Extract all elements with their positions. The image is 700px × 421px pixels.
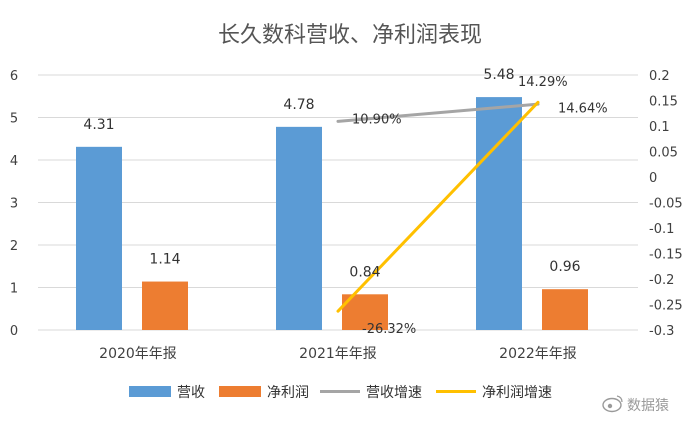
category-label: 2021年年报	[299, 346, 377, 362]
legend-swatch	[219, 386, 261, 397]
net-profit-data-label: 1.14	[149, 252, 180, 268]
right-axis: -0.3 -0.25 -0.2 -0.15 -0.1 -0.05 0 0.05 0.1 0.15 0…	[649, 69, 683, 339]
lines	[336, 100, 540, 313]
right-tick-label: -0.2	[649, 273, 674, 288]
watermark: 数据猿	[602, 395, 669, 414]
revenue-growth-line	[336, 102, 540, 123]
right-tick-label: 0.2	[649, 69, 670, 84]
net-profit-growth-line	[336, 100, 540, 313]
right-tick-label: 0	[649, 171, 657, 186]
gridlines	[38, 74, 638, 331]
right-tick-label: 0.05	[649, 146, 678, 161]
legend-label: 营收	[177, 385, 205, 401]
data-labels: 4.31 4.78 5.48 1.14 0.84 0.96 10.90% 14.29% -26.…	[83, 67, 607, 337]
net-profit-data-label: 0.96	[549, 259, 580, 275]
category-label: 2020年年报	[99, 346, 177, 362]
net-profit-bar	[542, 289, 588, 330]
revenue-growth-label: 14.29%	[518, 75, 568, 90]
category-label: 2022年年报	[499, 346, 577, 362]
left-tick-label: 4	[10, 154, 18, 169]
right-tick-label: -0.15	[649, 248, 683, 263]
left-tick-label: 0	[10, 324, 18, 339]
right-tick-label: 0.15	[649, 95, 678, 110]
legend: 营收 净利润 营收增速 净利润增速	[129, 385, 552, 401]
chart-title: 长久数科营收、净利润表现	[218, 23, 482, 48]
revenue-bar	[476, 97, 522, 330]
right-tick-label: -0.3	[649, 324, 674, 339]
right-tick-label: 0.1	[649, 120, 670, 135]
revenue-growth-label: 10.90%	[352, 112, 402, 127]
revenue-bar	[76, 146, 122, 330]
revenue-bar	[276, 126, 322, 330]
left-tick-label: 5	[10, 112, 18, 127]
legend-label: 净利润增速	[482, 385, 552, 401]
category-labels: 2020年年报 2021年年报 2022年年报	[99, 346, 577, 362]
left-tick-label: 2	[10, 239, 18, 254]
left-tick-label: 3	[10, 197, 18, 212]
net-profit-data-label: 0.84	[349, 264, 380, 280]
revenue-data-label: 4.31	[83, 117, 114, 133]
right-tick-label: -0.25	[649, 299, 683, 314]
revenue-data-label: 5.48	[483, 67, 514, 83]
bars	[76, 97, 588, 330]
right-tick-label: -0.1	[649, 222, 674, 237]
left-tick-label: 1	[10, 282, 18, 297]
revenue-data-label: 4.78	[283, 97, 314, 113]
weibo-logo-icon	[602, 395, 623, 413]
left-tick-label: 6	[10, 69, 18, 84]
left-axis: 0 1 2 3 4 5 6	[10, 69, 18, 339]
legend-label: 净利润	[267, 385, 309, 401]
legend-label: 营收增速	[366, 385, 422, 401]
net-profit-growth-label: -26.32%	[362, 322, 416, 337]
right-tick-label: -0.05	[649, 197, 683, 212]
watermark-text: 数据猿	[627, 398, 669, 414]
legend-swatch	[129, 386, 171, 397]
net-profit-growth-label: 14.64%	[558, 101, 608, 116]
net-profit-bar	[142, 281, 188, 330]
